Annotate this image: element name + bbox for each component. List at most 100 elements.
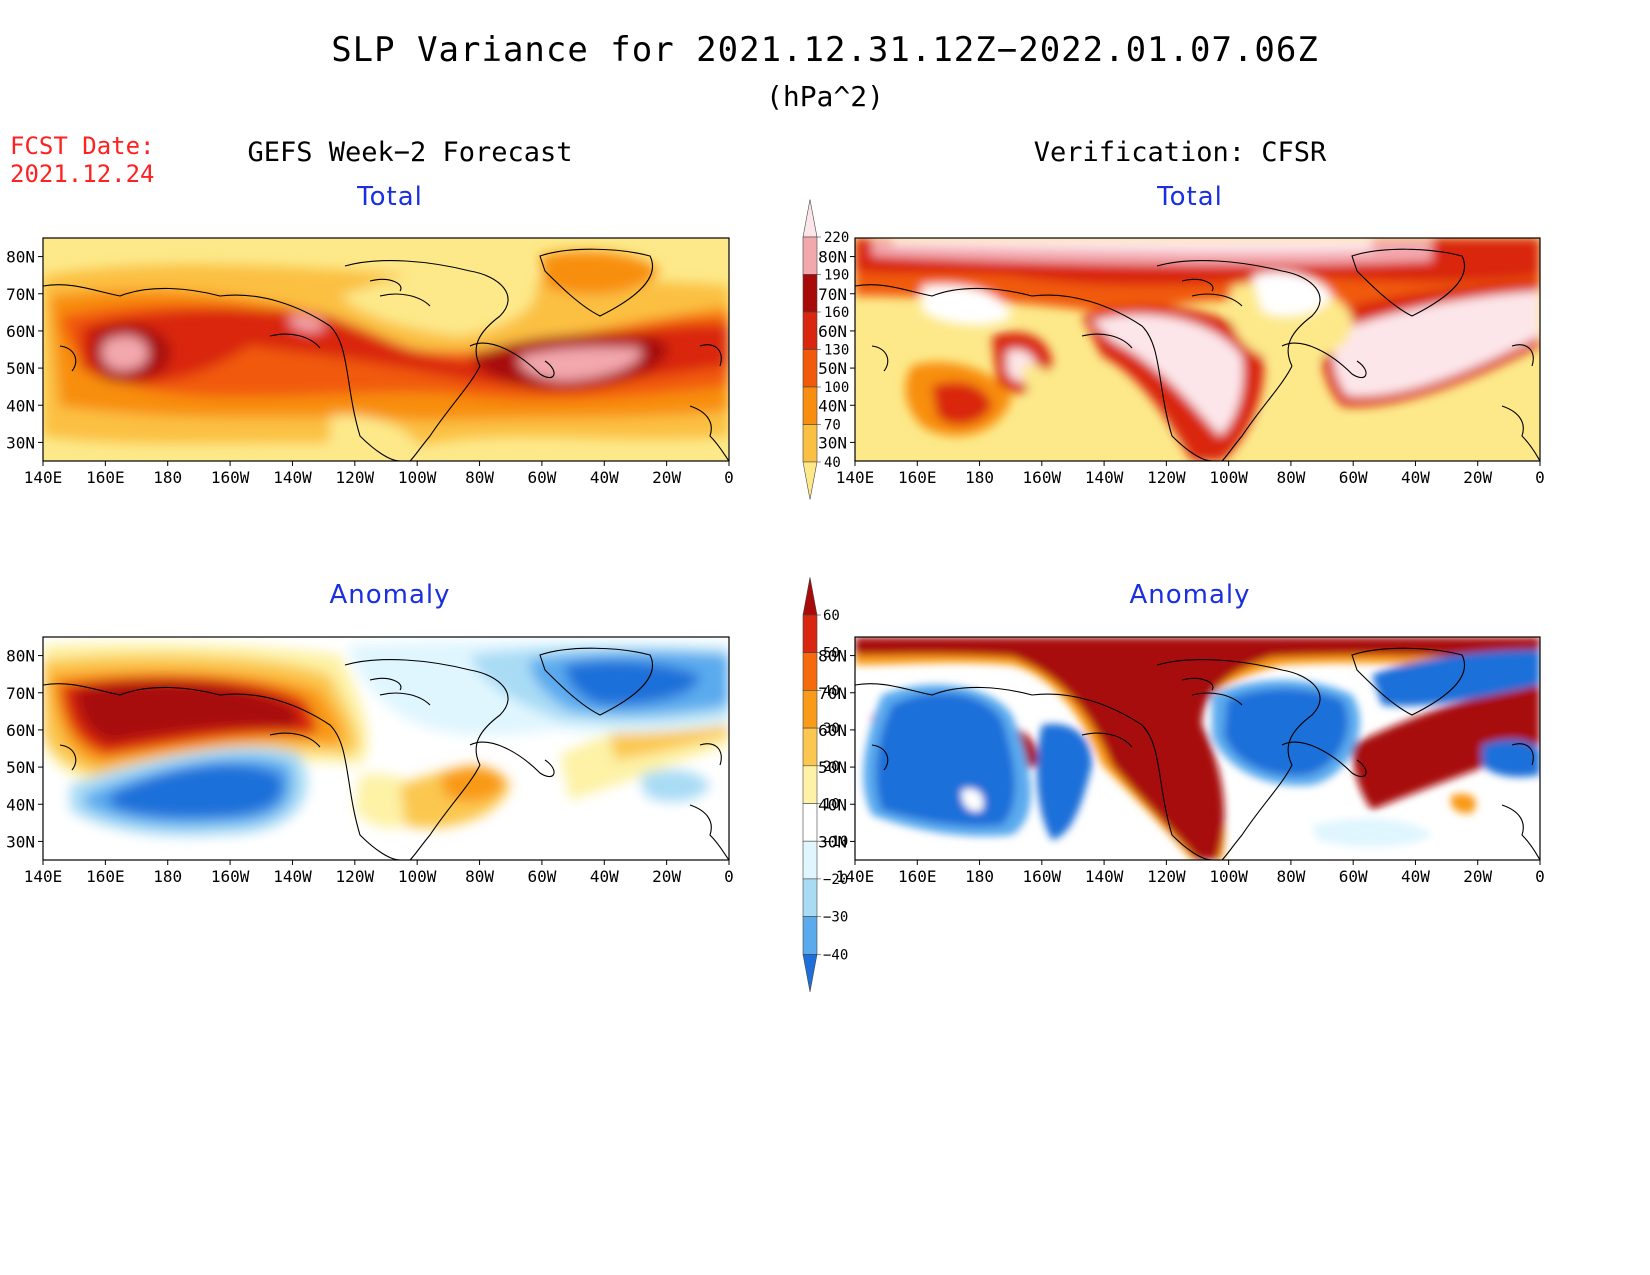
lon-tick-label: 40W [590,867,619,886]
colorbar-label: 30 [823,721,840,737]
lon-tick-label: 120W [336,867,375,886]
colorbar-segment [802,349,818,388]
colorbar-bottom-arrow [802,954,818,993]
colorbar-top-arrow [802,577,818,616]
lon-tick-label: 40W [1401,468,1430,487]
lon-tick-label: 100W [398,867,437,886]
lon-tick-label: 160E [86,468,125,487]
colorbar-label: 50 [823,646,840,662]
colorbar-label: −30 [823,910,848,926]
colorbar-segment [802,803,818,842]
lat-tick-label: 40N [6,795,35,814]
forecast-header: GEFS Week−2 Forecast [247,137,573,168]
lat-tick-label: 30N [818,433,847,452]
map-frame [854,237,1541,462]
lon-tick-label: 140W [1085,867,1124,886]
colorbar-label: 10 [823,797,840,813]
lon-tick-label: 60W [527,867,556,886]
lat-tick-label: 80N [6,647,35,666]
colorbar-segment [802,840,818,880]
lon-tick-label: 100W [1209,468,1248,487]
total-colorbar-svg: 40 70 100 130 160 190 220 [802,199,849,500]
colorbar-segment [802,690,818,729]
colorbar-label: −10 [823,834,848,850]
coastlines [43,248,729,461]
verification-anomaly-panel: 140E 160E 180 160W 140W 120W 100W 80W 60W 40W 20W 0… [812,635,1650,905]
variance-field [855,238,1540,461]
lat-tick-label: 70N [6,285,35,304]
lat-tick-label: 60N [818,721,847,740]
lat-tick-label: 80N [6,248,35,267]
lon-tick-label: 160E [898,867,937,886]
lat-tick-label: 80N [818,248,847,267]
map-frame [42,636,730,861]
colorbar-segment [802,274,818,313]
lat-tick-label: 40N [818,795,847,814]
colorbar-segment [802,424,818,463]
axes: 140E 160E 180 160W 140W 120W 100W 80W 60W 40W 20W 0… [818,647,1545,886]
verification-total-panel: 140E 160E 180 160W 140W 120W 100W 80W 60W 40W 20W 0… [812,236,1650,506]
lon-tick-label: 80W [465,468,494,487]
lon-tick-label: 120W [1147,867,1186,886]
lon-tick-label: 160W [1023,867,1062,886]
colorbar-segment [802,614,818,654]
lat-tick-label: 30N [818,832,847,851]
colorbar-segment [802,311,818,350]
anomaly-colorbar: 60 50 40 30 20 10 −10 −20 −30 −40 [795,575,855,1015]
forecast-total-panel: 140E 160E 180 160W 140W 120W 100W 80W 60W 40W 20W 0… [0,236,800,506]
lat-tick-label: 40N [818,396,847,415]
variance-field [43,251,729,461]
lon-tick-label: 40W [590,468,619,487]
lon-tick-label: 100W [1209,867,1248,886]
figure-title: SLP Variance for 2021.12.31.12Z−2022.01.… [331,30,1319,70]
lon-tick-label: 140W [273,468,312,487]
forecast-total-map: 140E 160E 180 160W 140W 120W 100W 80W 60W 40W 20W 0… [6,237,734,487]
axes: 140E 160E 180 160W 140W 120W 100W 80W 60W 40W 20W 0… [6,647,734,886]
lon-tick-label: 120W [336,468,375,487]
lat-tick-label: 50N [818,758,847,777]
colorbar-segment [802,236,818,275]
lat-tick-label: 80N [818,647,847,666]
axes: 140E 160E 180 160W 140W 120W 100W 80W 60W 40W 20W 0… [818,248,1545,487]
forecast-anomaly-panel: 140E 160E 180 160W 140W 120W 100W 80W 60W 40W 20W 0… [0,635,800,905]
colorbar-label: 130 [824,343,849,359]
lon-tick-label: 140E [24,468,63,487]
coastlines [43,647,729,860]
lon-tick-label: 20W [1463,867,1492,886]
verification-header: Verification: CFSR [1033,137,1327,168]
lon-tick-label: 160W [211,468,250,487]
colorbar-label: 70 [824,418,841,434]
verification-total-subtitle: Total [1157,182,1223,212]
lon-tick-label: 0 [1535,468,1545,487]
colorbar-label: 20 [823,759,840,775]
lon-tick-label: 120W [1147,468,1186,487]
lon-tick-label: 140E [836,867,875,886]
forecast-anomaly-map: 140E 160E 180 160W 140W 120W 100W 80W 60W 40W 20W 0… [6,636,734,886]
lon-tick-label: 140E [836,468,875,487]
lon-tick-label: 180 [965,468,994,487]
lon-tick-label: 180 [965,867,994,886]
lat-tick-label: 50N [818,359,847,378]
lon-tick-label: 160E [86,867,125,886]
colorbar-label: −20 [823,872,848,888]
lon-tick-label: 0 [724,468,734,487]
colorbar-label: 40 [823,683,840,699]
lon-tick-label: 140E [24,867,63,886]
map-frame [854,636,1541,861]
coastlines [855,248,1540,461]
lon-tick-label: 80W [465,867,494,886]
coastlines [855,647,1540,860]
colorbar-label: −40 [823,947,848,963]
lat-tick-label: 70N [818,684,847,703]
lon-tick-label: 60W [1339,468,1368,487]
lon-tick-label: 180 [153,468,182,487]
forecast-anomaly-subtitle: Anomaly [329,580,451,610]
colorbar-label: 40 [824,455,841,471]
colorbar-label: 220 [824,230,849,246]
lon-tick-label: 160W [211,867,250,886]
lon-tick-label: 40W [1401,867,1430,886]
colorbar-bottom-arrow [802,461,818,500]
lon-tick-label: 20W [652,867,681,886]
lat-tick-label: 50N [6,758,35,777]
lon-tick-label: 140W [1085,468,1124,487]
